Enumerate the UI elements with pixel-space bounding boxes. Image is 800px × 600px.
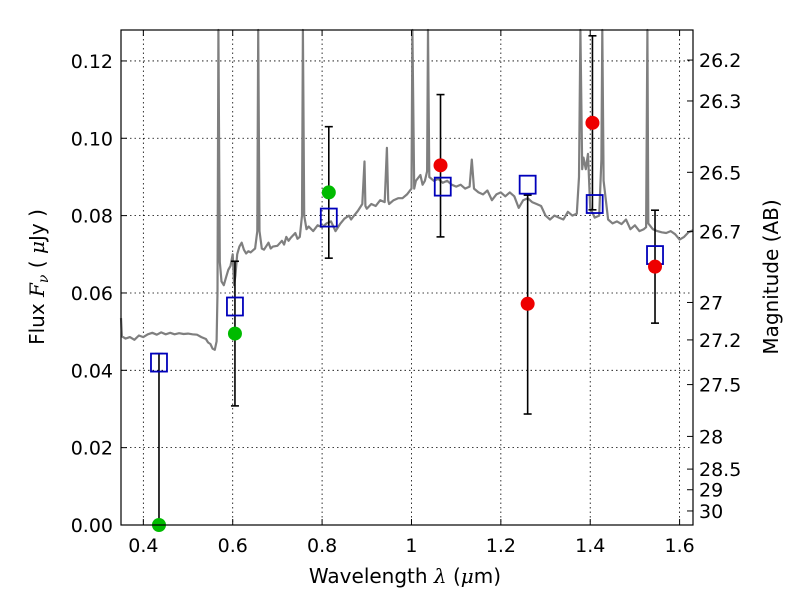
spectrum-line xyxy=(119,28,694,351)
y2-tick-label: 29 xyxy=(699,480,723,502)
y2-tick-label: 27 xyxy=(699,292,723,314)
y2-tick-label: 27.2 xyxy=(699,330,741,352)
y-tick-label: 0.12 xyxy=(71,51,113,73)
plot-frame xyxy=(120,29,694,526)
error-bars xyxy=(154,35,660,526)
x-tick-label: 1.6 xyxy=(664,535,694,557)
y2-tick-label: 26.7 xyxy=(699,222,741,244)
x-tick-label: 1.4 xyxy=(575,535,605,557)
y2-tick-label: 26.3 xyxy=(699,91,741,113)
x-tick-label: 1.2 xyxy=(486,535,516,557)
y-tick-label: 0.02 xyxy=(71,438,113,460)
y2-tick-label: 26.5 xyxy=(699,162,741,184)
y-axis-label: Flux Fν ( μJy ) xyxy=(25,209,52,345)
synthetic-photometry-point xyxy=(585,194,604,214)
observed-infrared-point xyxy=(433,158,448,173)
y-tick-label: 0.04 xyxy=(71,360,113,382)
y2-tick-label: 26.2 xyxy=(699,50,741,72)
y2-tick-label: 28 xyxy=(699,426,723,448)
model-spectrum xyxy=(119,28,694,351)
synthetic-photometry-point xyxy=(518,174,537,195)
y-tick-label: 0.08 xyxy=(71,206,113,228)
data-markers xyxy=(150,115,664,532)
synthetic-photometry-point xyxy=(433,176,452,197)
y-tick-label: 0.00 xyxy=(71,515,113,537)
y2-tick-label: 27.5 xyxy=(699,375,741,397)
synthetic-photometry-point xyxy=(226,296,244,317)
observed-infrared-point xyxy=(585,115,600,130)
x-axis-label: Wavelength λ (μm) xyxy=(309,564,501,588)
observed-infrared-point xyxy=(520,296,535,311)
x-tick-label: 0.8 xyxy=(307,535,337,557)
x-tick-label: 1 xyxy=(405,535,417,557)
y2-axis-label: Magnitude (AB) xyxy=(759,199,783,354)
grid-lines xyxy=(121,30,693,526)
y2-tick-label: 28.5 xyxy=(699,459,741,481)
axis-ticks: 0.4 0.6 0.8 1 1.2 1.4 1.6 0.00 0.02 0.04 0.06 0.08 0… xyxy=(71,30,741,557)
synthetic-photometry-point xyxy=(150,352,168,373)
synthetic-photometry-point xyxy=(319,207,338,228)
observed-optical-point xyxy=(227,326,242,341)
observed-infrared-point xyxy=(648,259,663,274)
observed-optical-point xyxy=(321,185,336,200)
y-tick-label: 0.10 xyxy=(71,128,113,150)
x-tick-label: 0.6 xyxy=(218,535,248,557)
x-tick-label: 0.4 xyxy=(128,535,158,557)
y2-tick-label: 30 xyxy=(699,501,723,523)
y-tick-label: 0.06 xyxy=(71,283,113,305)
